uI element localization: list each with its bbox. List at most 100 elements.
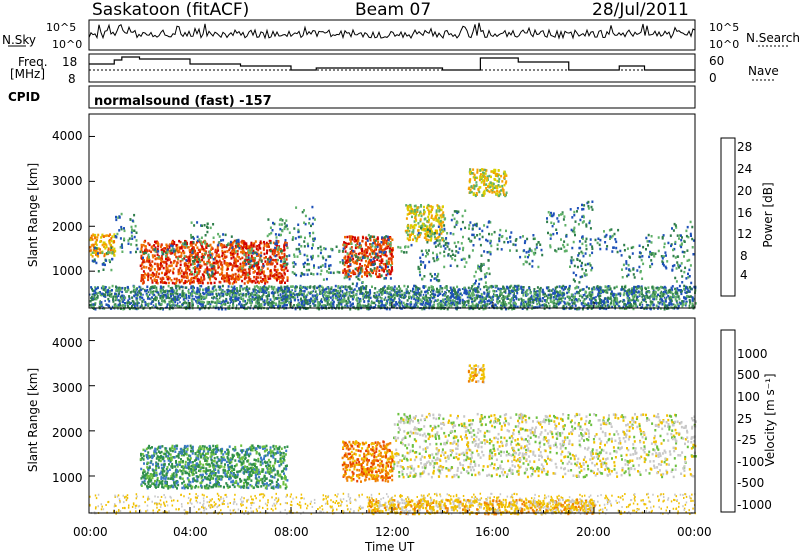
power-cell bbox=[197, 272, 199, 276]
power-cell bbox=[153, 268, 156, 271]
power-cell bbox=[248, 271, 251, 274]
power-cell bbox=[653, 293, 656, 296]
power-cell bbox=[347, 275, 350, 278]
power-cell bbox=[504, 291, 507, 294]
power-cell bbox=[115, 297, 118, 300]
power-cell bbox=[637, 290, 640, 294]
power-cell bbox=[207, 258, 210, 261]
power-cell bbox=[353, 288, 356, 291]
power-cell bbox=[342, 271, 345, 274]
power-cell bbox=[275, 302, 277, 305]
power-cell bbox=[210, 267, 213, 271]
power-cell bbox=[410, 297, 413, 300]
power-cell bbox=[269, 304, 272, 308]
power-cell bbox=[657, 288, 660, 292]
power-cell bbox=[363, 252, 366, 256]
power-cell bbox=[275, 254, 278, 257]
power-cell bbox=[199, 292, 202, 296]
power-cell bbox=[638, 303, 641, 306]
power-cell bbox=[151, 279, 154, 282]
power-cell bbox=[633, 295, 636, 298]
vel-ytick-2000: 2000 bbox=[52, 426, 83, 440]
power-cell bbox=[419, 210, 422, 213]
power-cell bbox=[190, 273, 193, 276]
power-cell bbox=[550, 289, 553, 292]
power-cell bbox=[201, 300, 204, 304]
power-cell bbox=[229, 301, 231, 304]
power-cell bbox=[183, 257, 186, 260]
power-cell bbox=[468, 295, 471, 299]
power-cell bbox=[108, 238, 111, 242]
power-cell bbox=[127, 288, 130, 291]
power-cell bbox=[232, 241, 235, 244]
power-cell bbox=[261, 295, 264, 298]
power-cell bbox=[245, 289, 247, 292]
power-cell bbox=[416, 301, 419, 304]
power-cell bbox=[127, 286, 129, 289]
power-cell bbox=[367, 261, 370, 264]
power-cell bbox=[427, 230, 429, 233]
power-cell bbox=[670, 286, 673, 290]
power-cell bbox=[448, 290, 450, 293]
power-cell bbox=[591, 287, 594, 290]
power-cell bbox=[115, 285, 117, 288]
power-cell bbox=[505, 191, 508, 194]
power-cell bbox=[266, 243, 268, 247]
power-cell bbox=[135, 293, 138, 296]
power-cell bbox=[410, 210, 413, 213]
power-cell bbox=[255, 264, 257, 267]
power-cell bbox=[365, 259, 367, 263]
power-cell bbox=[478, 291, 480, 294]
power-cell bbox=[412, 225, 415, 228]
power-cell bbox=[564, 287, 567, 290]
power-cell bbox=[370, 270, 373, 274]
power-cell bbox=[151, 260, 154, 263]
power-cell bbox=[358, 287, 361, 290]
power-cell bbox=[685, 300, 687, 303]
power-cell bbox=[166, 245, 169, 248]
power-cell bbox=[599, 294, 602, 297]
power-cell bbox=[503, 170, 506, 174]
power-cell bbox=[457, 294, 460, 298]
power-cell bbox=[260, 241, 263, 245]
power-cell bbox=[238, 256, 240, 259]
power-cell bbox=[415, 219, 418, 222]
power-cell bbox=[174, 300, 177, 304]
power-cell bbox=[199, 249, 201, 252]
power-cell bbox=[638, 293, 641, 296]
power-cell bbox=[430, 223, 433, 226]
power-cell bbox=[346, 291, 348, 294]
power-cell bbox=[510, 284, 513, 288]
power-cell bbox=[177, 268, 180, 272]
power-cell bbox=[303, 297, 306, 300]
power-cell bbox=[366, 307, 369, 311]
power-cell bbox=[660, 295, 663, 299]
power-cell bbox=[356, 302, 359, 305]
power-cell bbox=[255, 289, 257, 292]
power-cell bbox=[165, 265, 168, 268]
power-cell bbox=[368, 271, 371, 274]
power-cell bbox=[620, 300, 622, 303]
power-cbar-tick: 24 bbox=[737, 162, 753, 176]
power-cell bbox=[154, 246, 157, 249]
power-cell bbox=[173, 241, 176, 244]
power-cell bbox=[162, 285, 165, 289]
power-cell bbox=[471, 186, 474, 190]
power-cell bbox=[480, 176, 483, 179]
power-cell bbox=[557, 291, 560, 294]
power-cell bbox=[676, 287, 679, 290]
power-cell bbox=[128, 297, 131, 300]
power-cell bbox=[124, 287, 127, 290]
power-cell bbox=[204, 269, 207, 272]
power-cell bbox=[414, 204, 417, 208]
power-cell bbox=[323, 298, 326, 301]
power-cell bbox=[95, 243, 98, 247]
power-cell bbox=[244, 300, 247, 303]
power-cell bbox=[415, 239, 418, 243]
power-cell bbox=[310, 297, 313, 300]
power-cell bbox=[94, 242, 97, 245]
power-cell bbox=[206, 266, 209, 269]
power-cell bbox=[505, 304, 508, 307]
power-cell bbox=[516, 291, 519, 295]
power-cell bbox=[543, 304, 546, 308]
